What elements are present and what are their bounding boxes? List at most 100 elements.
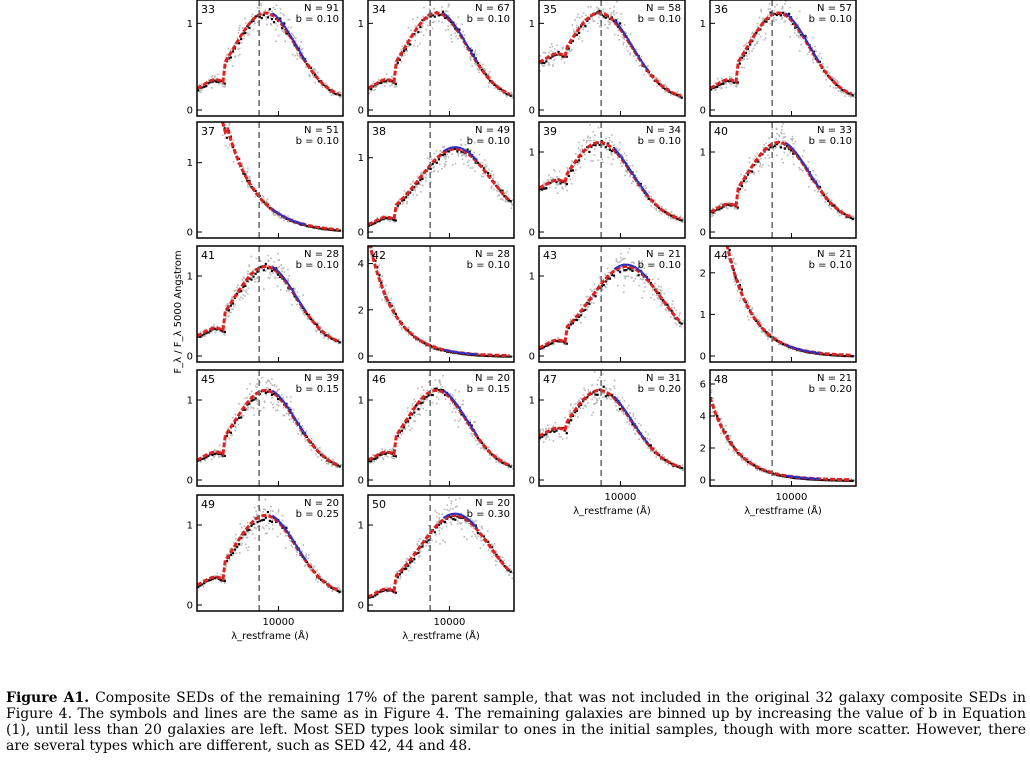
scatter-point (211, 87, 213, 89)
scatter-point (391, 314, 394, 316)
scatter-point (435, 349, 438, 352)
scatter-point (369, 462, 371, 464)
scatter-point (767, 164, 770, 167)
scatter-point (720, 191, 722, 193)
scatter-point (794, 140, 797, 143)
scatter-point (395, 81, 398, 84)
scatter-point (837, 212, 840, 214)
scatter-point (808, 51, 810, 53)
scatter-point (465, 48, 468, 51)
scatter-point (224, 332, 226, 334)
scatter-point (748, 50, 750, 52)
composite-point (732, 268, 735, 272)
scatter-point (576, 163, 579, 166)
scatter-point (757, 326, 760, 328)
scatter-point (601, 158, 603, 160)
composite-point (785, 145, 789, 148)
composite-point (443, 16, 447, 20)
composite-point (584, 308, 587, 311)
scatter-point (446, 153, 449, 155)
scatter-point (283, 219, 285, 222)
scatter-point (551, 178, 554, 181)
composite-point (407, 420, 410, 423)
model-line-red (197, 11, 340, 96)
scatter-point (201, 454, 204, 457)
scatter-point (267, 202, 270, 205)
scatter-point (824, 74, 827, 77)
scatter-point (471, 435, 473, 437)
scatter-point (681, 95, 683, 97)
scatter-point (294, 290, 296, 293)
scatter-point (584, 316, 586, 319)
scatter-point (762, 19, 764, 21)
composite-point (199, 335, 202, 338)
composite-point (714, 209, 717, 212)
composite-point (218, 106, 220, 108)
composite-point (720, 206, 723, 209)
scatter-point (442, 375, 444, 377)
scatter-point (484, 68, 486, 71)
scatter-point (281, 28, 283, 31)
scatter-point (279, 12, 282, 14)
composite-point (409, 191, 412, 194)
scatter-point (728, 236, 730, 238)
scatter-point (828, 205, 830, 208)
composite-point (658, 292, 661, 295)
scatter-point (313, 70, 316, 72)
scatter-point (420, 394, 423, 397)
scatter-point (472, 154, 474, 156)
scatter-point (571, 48, 573, 51)
scatter-point (276, 409, 279, 411)
scatter-point (593, 283, 596, 285)
scatter-point (549, 46, 551, 49)
scatter-point (252, 269, 255, 271)
composite-point (602, 284, 605, 287)
panel-n-label: N = 58 (646, 3, 681, 14)
scatter-point (435, 150, 438, 152)
scatter-point (812, 170, 814, 172)
scatter-point (589, 288, 592, 291)
scatter-point (573, 172, 576, 174)
panel-number: 34 (372, 3, 386, 16)
composite-point (305, 225, 308, 228)
scatter-point (264, 15, 267, 18)
scatter-point (833, 77, 835, 80)
composite-point (851, 355, 854, 358)
scatter-point (248, 185, 251, 188)
scatter-point (642, 270, 644, 273)
scatter-point (649, 75, 651, 77)
scatter-point (648, 191, 651, 193)
composite-point (207, 82, 210, 85)
scatter-point (652, 451, 655, 454)
scatter-point (598, 284, 600, 286)
composite-point (614, 151, 618, 154)
scatter-point (755, 163, 758, 166)
composite-point (822, 353, 826, 356)
composite-point (851, 217, 854, 221)
scatter-point (490, 186, 493, 188)
scatter-point (854, 93, 856, 96)
scatter-point (759, 35, 762, 38)
scatter-point (283, 29, 285, 31)
scatter-point (420, 172, 422, 174)
scatter-point (615, 405, 617, 407)
scatter-point (443, 156, 445, 158)
scatter-point (391, 82, 394, 85)
scatter-point (791, 138, 794, 140)
composite-point (378, 219, 381, 222)
model-line-blue (442, 12, 478, 63)
scatter-point (275, 4, 278, 6)
scatter-point (740, 173, 742, 176)
scatter-point (602, 392, 604, 394)
composite-point (625, 269, 628, 272)
scatter-point (407, 26, 410, 29)
scatter-point (425, 174, 428, 176)
scatter-point (441, 6, 443, 8)
scatter-point (246, 407, 248, 410)
scatter-point (574, 19, 576, 21)
scatter-point (712, 214, 714, 216)
scatter-point (582, 28, 584, 31)
scatter-point (547, 63, 550, 66)
